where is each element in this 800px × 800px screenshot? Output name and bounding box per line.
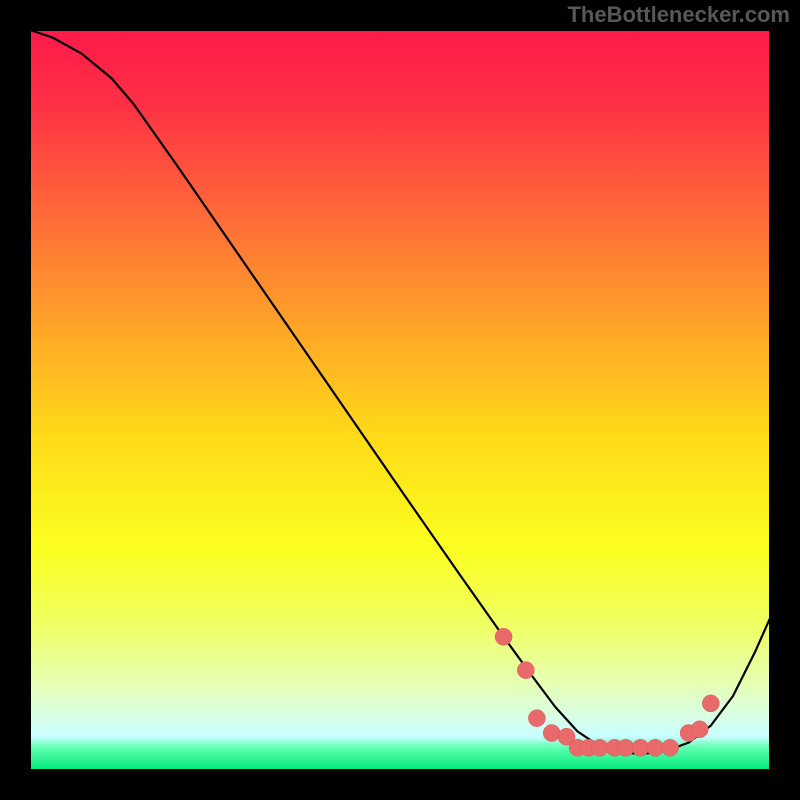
curve-marker <box>591 739 608 756</box>
curve-marker <box>662 739 679 756</box>
watermark-text: TheBottlenecker.com <box>567 2 790 28</box>
curve-marker <box>495 628 512 645</box>
curve-marker <box>543 725 560 742</box>
curve-marker <box>617 739 634 756</box>
curve-marker <box>517 662 534 679</box>
curve-marker <box>632 739 649 756</box>
chart-svg <box>0 0 800 800</box>
curve-marker <box>528 710 545 727</box>
curve-marker <box>647 739 664 756</box>
bottleneck-chart: TheBottlenecker.com <box>0 0 800 800</box>
plot-background <box>30 30 770 770</box>
curve-marker <box>691 721 708 738</box>
curve-marker <box>702 695 719 712</box>
